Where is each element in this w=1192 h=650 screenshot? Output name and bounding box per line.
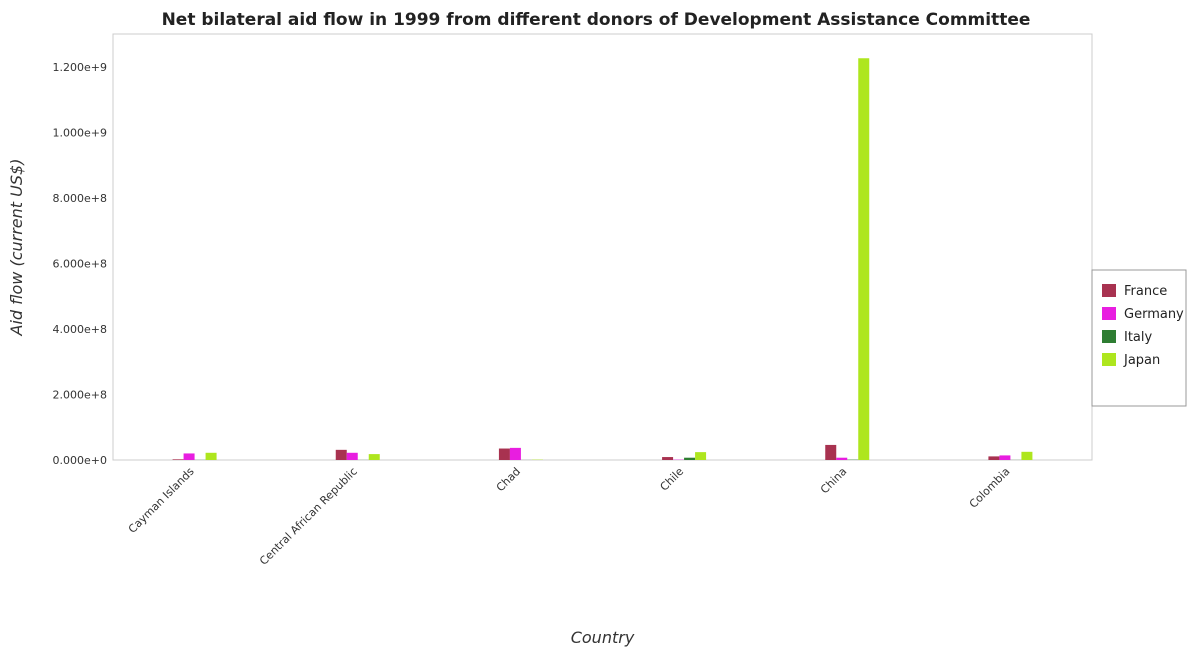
- legend-swatch: [1102, 330, 1116, 343]
- bar-france: [498, 448, 510, 460]
- plot-area: [112, 33, 1093, 461]
- legend-swatch: [1102, 353, 1116, 366]
- legend: France Germany Italy Japan: [1091, 269, 1187, 407]
- x-tick-label: Chile: [658, 465, 687, 494]
- bar-france: [988, 456, 1000, 460]
- legend-label: France: [1124, 284, 1167, 299]
- legend-label: Germany: [1124, 307, 1184, 322]
- y-tick-label: 1.000e+9: [53, 126, 107, 139]
- bar-japan: [368, 454, 380, 460]
- x-tick-label: Cayman Islands: [126, 465, 197, 536]
- bar-germany: [346, 452, 358, 460]
- bar-japan: [695, 452, 707, 460]
- bar-germany: [999, 455, 1011, 460]
- bar-france: [825, 444, 837, 460]
- bar-japan: [858, 58, 870, 460]
- y-tick-label: 8.000e+8: [53, 192, 107, 205]
- y-axis-label: Aid flow (current US$): [7, 159, 26, 337]
- y-tick-label: 1.200e+9: [53, 61, 107, 74]
- x-tick-label: Colombia: [967, 465, 1013, 511]
- x-tick-label: Central African Republic: [257, 465, 360, 568]
- legend-label: Italy: [1124, 330, 1153, 345]
- bar-germany: [509, 447, 521, 460]
- bars: [172, 58, 1033, 460]
- legend-swatch: [1102, 307, 1116, 320]
- bar-france: [662, 457, 674, 460]
- x-tick-label: Chad: [494, 465, 523, 494]
- x-axis-label: Country: [571, 628, 635, 647]
- y-tick-label: 2.000e+8: [53, 388, 107, 401]
- y-tick-label: 4.000e+8: [53, 323, 107, 336]
- bar-france: [172, 459, 184, 460]
- bar-france: [335, 449, 347, 460]
- x-axis-ticks: Cayman Islands Central African Republic Ch…: [126, 465, 1013, 568]
- y-axis-ticks: 0.000e+0 2.000e+8 4.000e+8 6.000e+8 8.000e+8…: [53, 61, 107, 467]
- chart-title: Net bilateral aid flow in 1999 from diff…: [161, 10, 1031, 30]
- legend-swatch: [1102, 284, 1116, 297]
- legend-label: Japan: [1123, 353, 1160, 368]
- bar-germany: [836, 457, 848, 460]
- bar-italy: [684, 457, 696, 460]
- y-tick-label: 0.000e+0: [53, 454, 107, 467]
- y-tick-label: 6.000e+8: [53, 257, 107, 270]
- bar-germany: [183, 453, 195, 460]
- bar-japan: [1021, 451, 1033, 460]
- plot-frame: [112, 33, 1093, 461]
- bar-japan: [205, 452, 217, 460]
- x-tick-label: China: [818, 465, 849, 496]
